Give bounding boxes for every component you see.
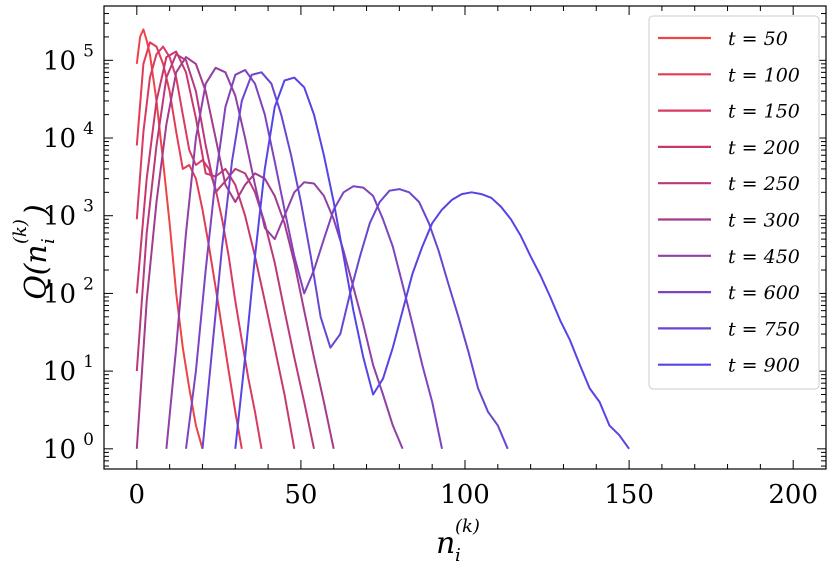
- y-tick-exponent: 0: [83, 430, 94, 450]
- x-tick-label: 100: [440, 480, 490, 510]
- x-axis-title-subscript: i: [455, 545, 461, 566]
- series-line-6: [135, 56, 335, 450]
- y-tick-label: 10: [43, 357, 76, 387]
- y-tick-label: 10: [43, 202, 76, 232]
- y-axis-title-text: Q(n: [19, 244, 54, 300]
- legend: t = 50 t = 100 t = 150 t = 200 t = 250 t = 30…: [648, 15, 820, 390]
- series-line-8: [185, 69, 443, 450]
- x-axis-title-text: n: [436, 526, 455, 561]
- series-line-9: [201, 71, 509, 450]
- y-tick-label: 10: [43, 279, 76, 309]
- legend-label: t = 200: [728, 137, 800, 159]
- y-tick-exponent: 3: [83, 197, 94, 217]
- y-axis-title-close: ): [19, 204, 54, 217]
- x-tick-label: 0: [129, 480, 146, 510]
- y-axis-title: Q(ni (k)): [10, 204, 59, 300]
- y-axis-title-subscript: i: [38, 238, 59, 244]
- y-tick-exponent: 1: [83, 352, 94, 372]
- legend-box: [648, 15, 820, 390]
- legend-label: t = 300: [728, 210, 800, 232]
- x-tick-label: 150: [604, 480, 654, 510]
- x-tick-label: 200: [768, 480, 818, 510]
- y-axis-title-superscript: (k): [10, 219, 31, 244]
- y-axis: 10 0 10 1 10 2 10 3 10 4 10 5: [43, 5, 826, 467]
- legend-label: t = 750: [728, 318, 800, 340]
- y-tick-label: 10: [43, 124, 76, 154]
- x-axis-title: n i (k): [436, 516, 480, 566]
- x-axis-title-superscript: (k): [455, 516, 480, 537]
- legend-label: t = 250: [728, 173, 800, 195]
- series-line-3: [135, 45, 263, 449]
- legend-label: t = 900: [728, 355, 800, 377]
- series-line-1: [135, 28, 204, 450]
- series-layer: [135, 28, 630, 450]
- x-axis: 0 50 100 150 200: [129, 6, 818, 510]
- y-tick-exponent: 4: [83, 119, 94, 139]
- series-line-2: [135, 41, 243, 449]
- x-tick-label: 50: [284, 480, 317, 510]
- legend-label: t = 100: [728, 64, 800, 86]
- y-tick-exponent: 5: [83, 41, 94, 61]
- y-tick-exponent: 2: [83, 274, 94, 294]
- legend-label: t = 450: [728, 246, 800, 268]
- y-tick-label: 10: [43, 46, 76, 76]
- legend-label: t = 150: [728, 101, 800, 123]
- legend-label: t = 50: [728, 28, 788, 50]
- series-line-10: [234, 76, 630, 450]
- legend-label: t = 600: [728, 282, 800, 304]
- series-line-7: [165, 66, 404, 450]
- y-tick-label: 10: [43, 435, 76, 465]
